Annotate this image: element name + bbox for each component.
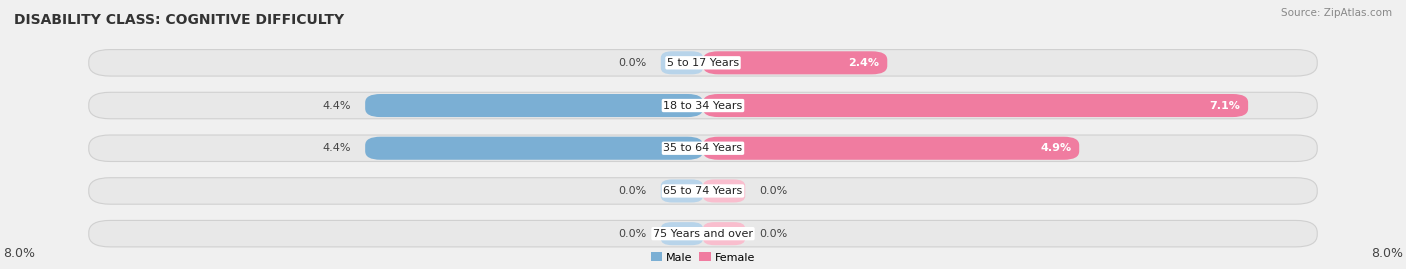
Text: 0.0%: 0.0% — [619, 186, 647, 196]
FancyBboxPatch shape — [703, 51, 887, 74]
Text: 65 to 74 Years: 65 to 74 Years — [664, 186, 742, 196]
Text: 0.0%: 0.0% — [619, 58, 647, 68]
FancyBboxPatch shape — [703, 94, 1249, 117]
Text: 4.4%: 4.4% — [323, 143, 352, 153]
FancyBboxPatch shape — [703, 222, 745, 245]
Text: 4.9%: 4.9% — [1040, 143, 1071, 153]
Text: 0.0%: 0.0% — [759, 186, 787, 196]
FancyBboxPatch shape — [703, 179, 745, 203]
Legend: Male, Female: Male, Female — [647, 248, 759, 267]
FancyBboxPatch shape — [366, 94, 703, 117]
Text: 7.1%: 7.1% — [1209, 101, 1240, 111]
Text: 4.4%: 4.4% — [323, 101, 352, 111]
Text: 0.0%: 0.0% — [759, 229, 787, 239]
Text: Source: ZipAtlas.com: Source: ZipAtlas.com — [1281, 8, 1392, 18]
FancyBboxPatch shape — [89, 92, 1317, 119]
FancyBboxPatch shape — [89, 178, 1317, 204]
Text: 35 to 64 Years: 35 to 64 Years — [664, 143, 742, 153]
FancyBboxPatch shape — [89, 49, 1317, 76]
Text: 75 Years and over: 75 Years and over — [652, 229, 754, 239]
FancyBboxPatch shape — [89, 220, 1317, 247]
FancyBboxPatch shape — [661, 51, 703, 74]
FancyBboxPatch shape — [703, 137, 1080, 160]
Text: 5 to 17 Years: 5 to 17 Years — [666, 58, 740, 68]
FancyBboxPatch shape — [661, 179, 703, 203]
Text: 2.4%: 2.4% — [849, 58, 880, 68]
Text: DISABILITY CLASS: COGNITIVE DIFFICULTY: DISABILITY CLASS: COGNITIVE DIFFICULTY — [14, 13, 344, 27]
FancyBboxPatch shape — [661, 222, 703, 245]
Text: 8.0%: 8.0% — [3, 247, 35, 260]
Text: 18 to 34 Years: 18 to 34 Years — [664, 101, 742, 111]
Text: 8.0%: 8.0% — [1371, 247, 1403, 260]
FancyBboxPatch shape — [89, 135, 1317, 161]
FancyBboxPatch shape — [366, 137, 703, 160]
Text: 0.0%: 0.0% — [619, 229, 647, 239]
